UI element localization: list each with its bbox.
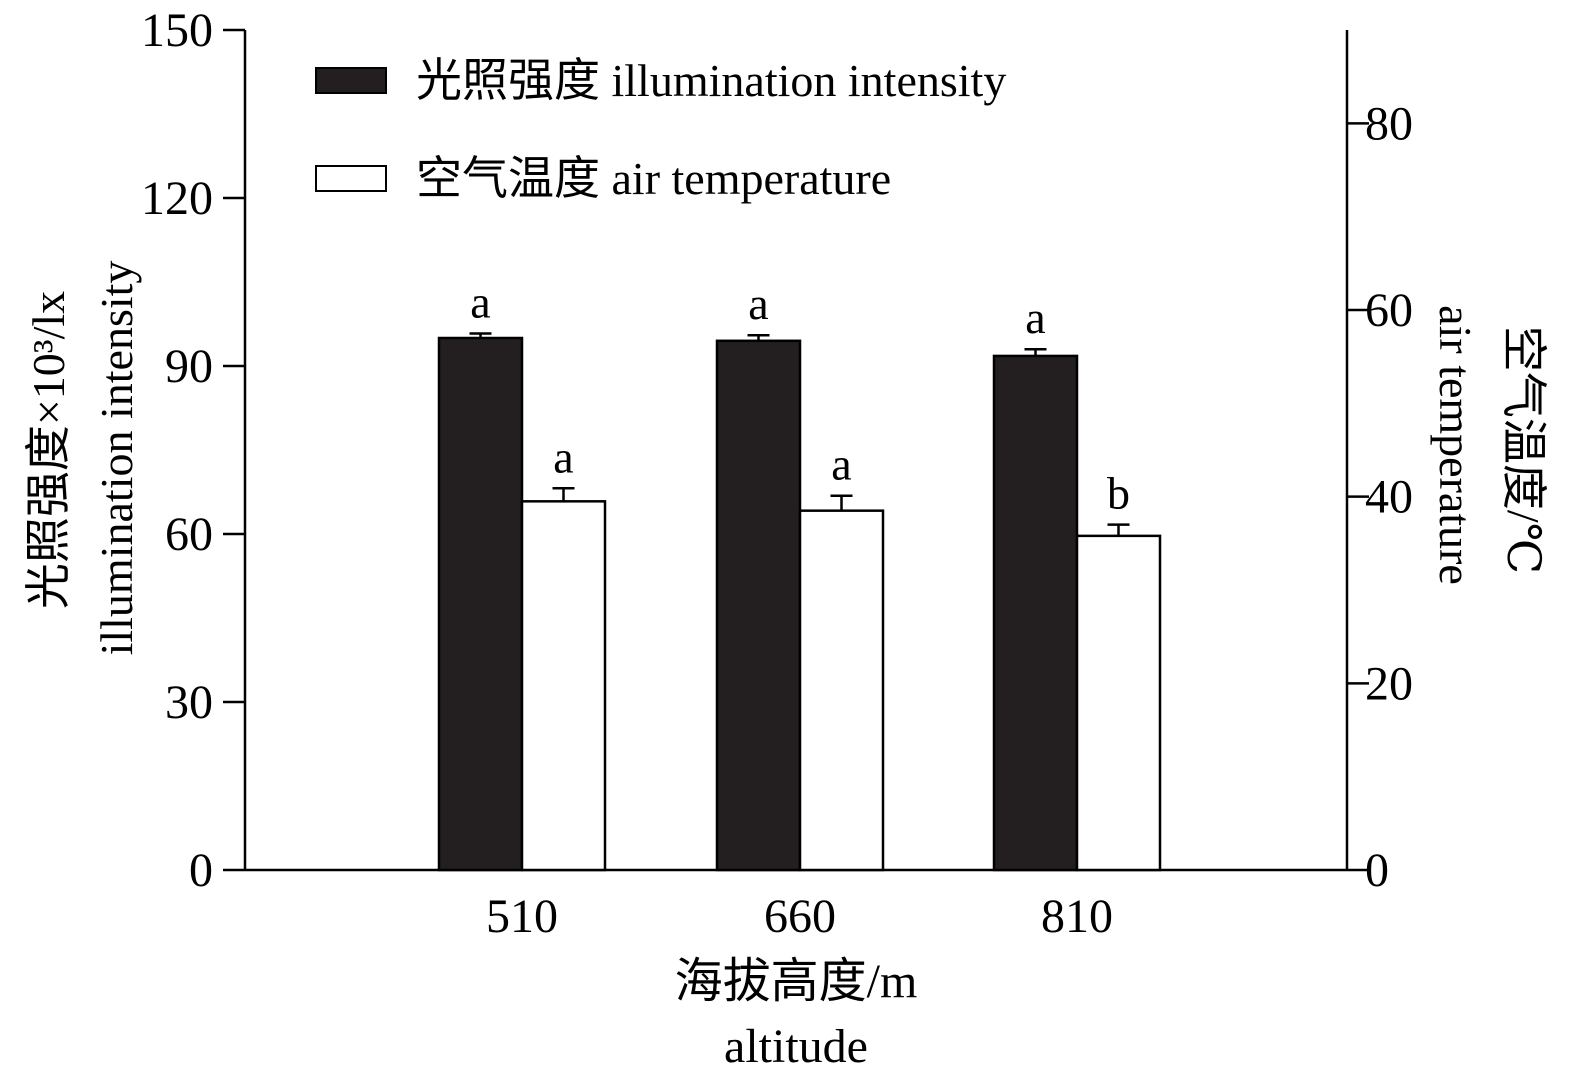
bar-temperature [520,500,607,872]
legend-swatch-temperature [315,165,387,192]
bar-temperature [798,509,885,872]
y-tick-label: 0 [189,844,213,897]
y2-axis-label: 空气温度/℃ [1498,326,1549,574]
x-tick-label: 660 [764,890,836,943]
bar-illumination [715,339,802,872]
y2-axis-label-en: air temperature [1430,305,1481,585]
significance-letter: a [748,278,768,329]
legend-label-temperature: 空气温度 air temperature [416,153,891,204]
y2-tick-label: 20 [1365,657,1413,710]
y-tick-label: 90 [165,340,213,393]
significance-letter: a [553,431,573,482]
y2-tick-label: 80 [1365,97,1413,150]
axes: 0 30 60 90 120 150 0 20 40 60 80 510 660 810 [141,4,1413,943]
y-axis-label: 光照强度×10³/lx [23,291,74,609]
axis-labels: 海拔高度/m altitude 光照强度×10³/lx illumination… [23,261,1549,1073]
significance-letter: a [470,277,490,328]
x-tick-label: 810 [1041,890,1113,943]
legend-label-illumination: 光照强度 illumination intensity [416,55,1006,106]
significance-letter: a [831,439,851,490]
legend-swatch-illumination [315,67,387,94]
significance-letter: a [1025,292,1045,343]
significance-letter: b [1107,468,1130,519]
y-axis-label-en: illumination intensity [91,261,142,656]
y2-tick-label: 60 [1365,284,1413,337]
legend: 光照强度 illumination intensity 空气温度 air tem… [315,55,1006,204]
y-tick-label: 120 [141,172,213,225]
y-tick-label: 60 [165,508,213,561]
x-axis-label-en: altitude [724,1020,868,1073]
bars: a a a a a b [437,277,1162,872]
y-tick-label: 150 [141,4,213,57]
y2-tick-label: 0 [1365,844,1389,897]
bar-temperature [1075,534,1162,872]
bar-illumination [992,354,1079,872]
y-tick-label: 30 [165,676,213,729]
bar-illumination [437,336,524,872]
y2-tick-label: 40 [1365,471,1413,524]
x-axis-label: 海拔高度/m [675,955,918,1008]
x-tick-label: 510 [486,890,558,943]
